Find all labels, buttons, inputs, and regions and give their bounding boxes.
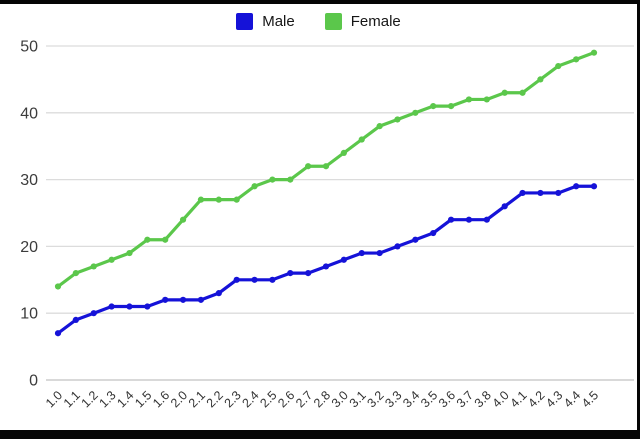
legend-label-male: Male <box>262 13 295 30</box>
chart-panel: Male Female 0 10 20 30 40 50 1.0 1.1 1.2 1.3 1.4 1.… <box>0 4 637 430</box>
male-data-point-marker <box>72 316 79 323</box>
legend-label-female: Female <box>350 13 401 30</box>
female-data-point-marker <box>340 149 347 156</box>
y-tick-label: 20 <box>20 239 38 256</box>
male-color-swatch <box>236 13 254 30</box>
male-data-point-marker <box>358 249 365 257</box>
female-data-point-marker <box>590 49 598 56</box>
female-data-point-marker <box>179 216 187 223</box>
male-data-point-marker <box>179 296 187 303</box>
male-data-point-marker <box>233 276 240 283</box>
female-data-point-marker <box>126 249 133 257</box>
female-data-point-marker <box>72 270 79 277</box>
female-data-point-marker <box>501 89 508 96</box>
male-data-point-marker <box>537 189 544 197</box>
male-data-point-marker <box>376 249 383 257</box>
male-data-point-marker <box>162 296 169 303</box>
female-data-point-marker <box>305 163 312 170</box>
male-data-point-marker <box>590 183 598 190</box>
male-data-point-marker <box>287 270 294 277</box>
male-data-point-marker <box>251 276 258 283</box>
male-data-point-marker <box>555 189 562 197</box>
male-data-point-marker <box>501 203 508 210</box>
male-data-point-marker <box>54 330 62 337</box>
female-data-point-marker <box>447 103 455 110</box>
female-color-swatch <box>324 13 342 30</box>
female-data-point-marker <box>358 136 365 143</box>
x-tick-label: 4.5 <box>579 388 601 410</box>
female-data-point-marker <box>215 196 222 203</box>
female-data-point-marker <box>555 62 562 70</box>
female-line <box>56 51 596 289</box>
male-data-point-marker <box>215 290 222 297</box>
male-data-point-marker <box>573 183 580 190</box>
male-data-point-marker <box>322 263 330 270</box>
male-line <box>56 184 596 335</box>
female-data-point-marker <box>537 76 544 83</box>
female-data-point-marker <box>394 116 401 123</box>
male-data-point-marker <box>108 303 115 310</box>
male-data-point-marker <box>90 310 97 317</box>
female-data-point-marker <box>233 196 240 203</box>
female-data-point-marker <box>197 196 205 203</box>
male-data-point-marker <box>447 216 455 223</box>
female-data-point-marker <box>412 109 419 116</box>
female-data-point-marker <box>269 176 276 183</box>
legend-item-female: Female <box>324 13 401 30</box>
male-data-point-marker <box>483 216 490 223</box>
female-data-point-marker <box>376 123 383 130</box>
male-data-point-marker <box>197 296 205 303</box>
female-data-point-marker <box>465 96 473 103</box>
y-tick-label: 30 <box>20 172 38 189</box>
male-data-point-marker <box>126 303 133 310</box>
male-data-point-marker <box>412 236 419 243</box>
male-data-point-marker <box>394 243 401 250</box>
female-data-point-marker <box>287 176 294 183</box>
female-data-point-marker <box>430 103 437 110</box>
female-data-point-marker <box>483 96 490 103</box>
male-data-point-marker <box>340 256 347 263</box>
female-data-point-marker <box>144 236 151 243</box>
male-data-point-marker <box>269 276 276 283</box>
female-data-point-marker <box>90 263 97 270</box>
male-data-point-marker <box>430 229 437 237</box>
female-data-point-marker <box>519 89 526 96</box>
male-data-point-marker <box>144 303 151 310</box>
y-tick-label: 10 <box>20 306 38 323</box>
y-tick-label: 40 <box>20 105 38 122</box>
female-data-point-marker <box>162 236 169 243</box>
chart-legend: Male Female <box>0 13 637 30</box>
female-data-point-marker <box>251 183 258 190</box>
line-chart: 010203040501.01.11.21.31.41.51.62.02.12.… <box>20 39 634 410</box>
female-data-point-marker <box>573 56 580 63</box>
male-data-point-marker <box>465 216 473 223</box>
y-tick-label: 50 <box>20 39 38 56</box>
male-data-point-marker <box>519 189 526 197</box>
female-data-point-marker <box>108 256 115 263</box>
male-data-point-marker <box>305 270 312 277</box>
y-tick-label: 0 <box>29 373 38 390</box>
legend-item-male: Male <box>236 13 295 30</box>
female-data-point-marker <box>54 283 62 290</box>
female-data-point-marker <box>322 163 330 170</box>
